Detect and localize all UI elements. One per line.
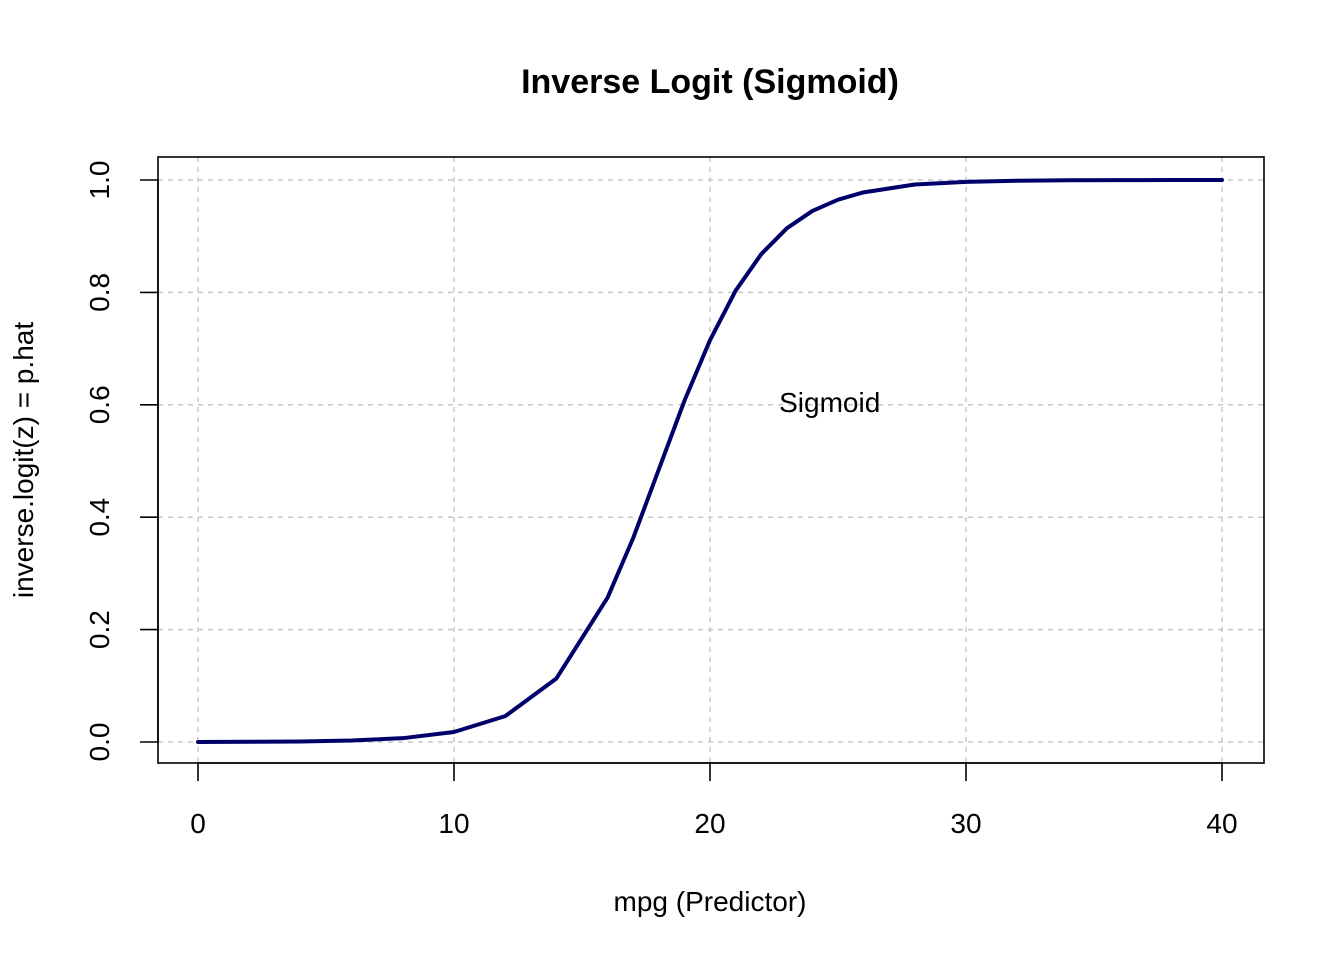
x-tick-label: 10	[438, 808, 469, 839]
sigmoid-annotation: Sigmoid	[779, 387, 880, 418]
x-tick-label: 0	[190, 808, 206, 839]
y-tick-label: 1.0	[84, 161, 115, 200]
x-tick-label: 30	[950, 808, 981, 839]
y-tick-label: 0.4	[84, 498, 115, 537]
y-tick-label: 0.8	[84, 273, 115, 312]
y-axis-label: inverse.logit(z) = p.hat	[8, 322, 39, 598]
y-tick-label: 0.6	[84, 385, 115, 424]
x-axis-label: mpg (Predictor)	[614, 886, 807, 917]
annotations: Sigmoid	[779, 387, 880, 418]
plot-frame	[157, 156, 1265, 764]
chart-title: Inverse Logit (Sigmoid)	[521, 63, 899, 101]
axes: 0 10 20 30 40 0.0 0.2 0.4 0.6 0.8 1.0	[84, 161, 1238, 839]
grid	[158, 157, 1264, 763]
sigmoid-curve	[196, 178, 1224, 744]
y-tick-label: 0.2	[84, 610, 115, 649]
x-tick-label: 40	[1206, 808, 1237, 839]
y-tick-label: 0.0	[84, 723, 115, 762]
series-layer	[196, 178, 1224, 744]
x-tick-label: 20	[694, 808, 725, 839]
